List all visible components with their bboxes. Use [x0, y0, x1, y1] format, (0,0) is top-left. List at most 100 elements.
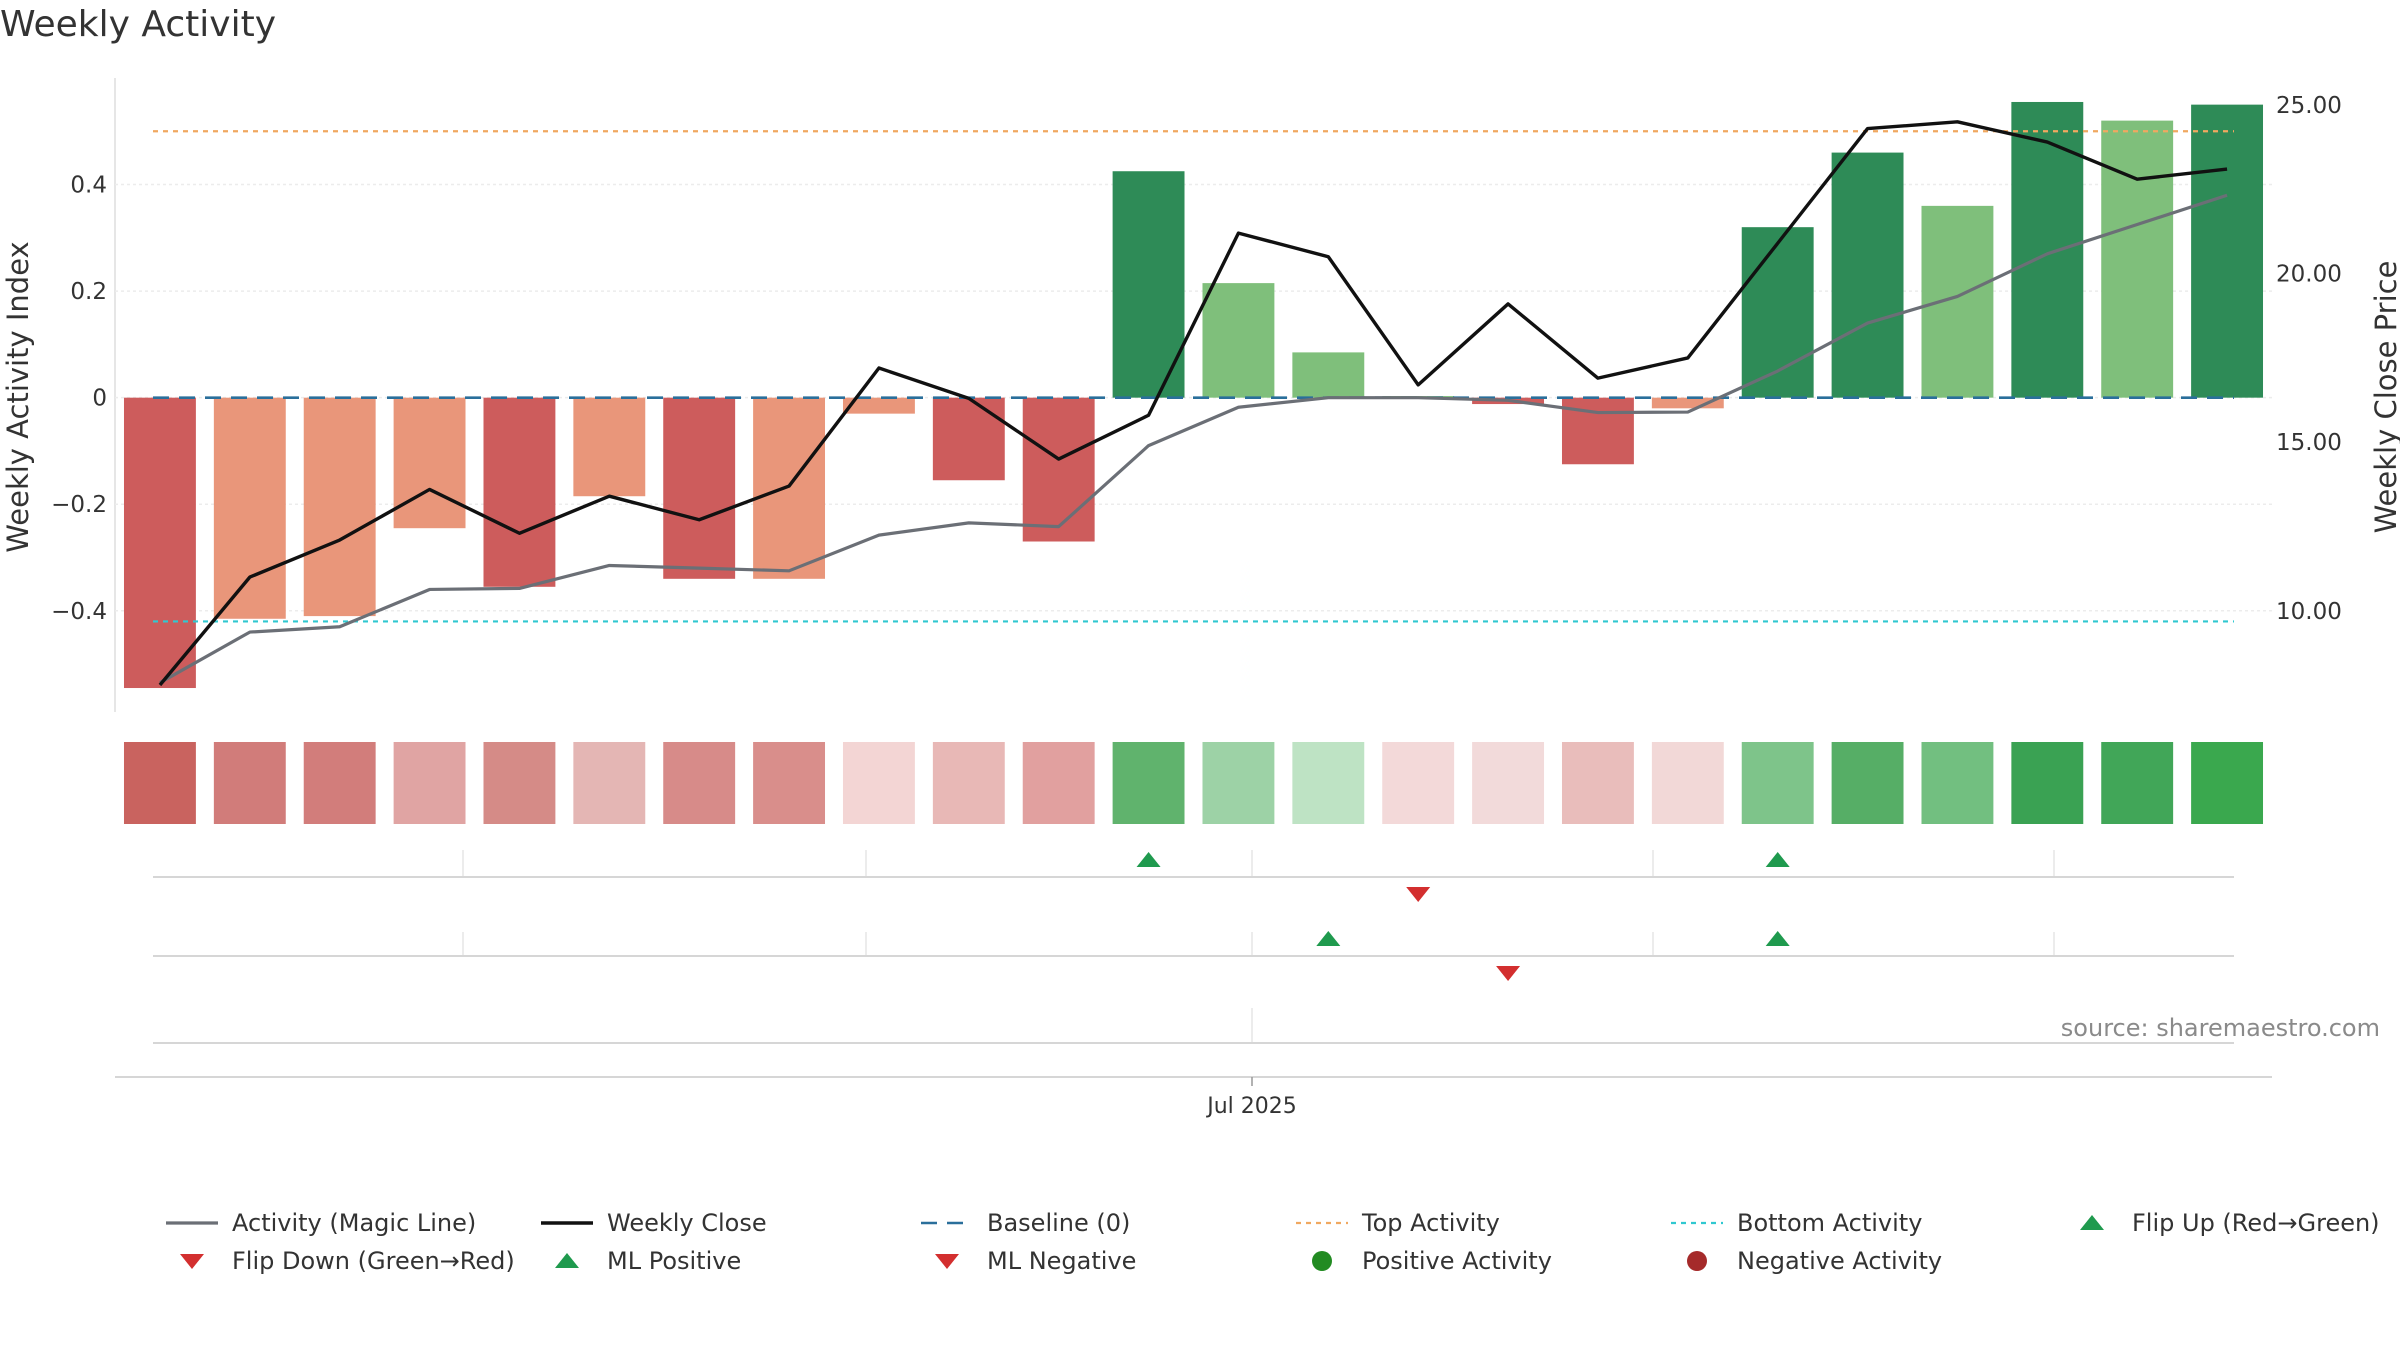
legend-line-icon — [160, 1205, 224, 1241]
legend-line-icon — [535, 1205, 599, 1241]
heat-strip-cell — [1561, 742, 1634, 824]
heat-strip-cell — [1292, 742, 1365, 824]
weekly-close-series — [158, 120, 2228, 687]
legend-item: Flip Down (Green→Red) — [160, 1243, 515, 1279]
heat-strip-cell — [1382, 742, 1455, 824]
activity-bar — [2191, 104, 2264, 398]
left-tick-label: −0.4 — [51, 599, 107, 625]
activity-bar — [303, 397, 376, 617]
heat-strip-cell — [573, 742, 646, 824]
triangle-up-icon — [535, 1243, 599, 1279]
left-tick-label: −0.2 — [51, 492, 107, 518]
right-axis-title: Weekly Close Price — [2369, 261, 2400, 534]
legend-label: ML Positive — [607, 1247, 742, 1275]
heat-strip-cell — [393, 742, 466, 824]
legend-item: Positive Activity — [1290, 1243, 1552, 1279]
flip-down-marker — [1406, 887, 1431, 902]
legend-item: Top Activity — [1290, 1205, 1500, 1241]
flip-up-marker — [1765, 852, 1790, 867]
circle-icon — [1290, 1243, 1354, 1279]
legend-label: Positive Activity — [1362, 1247, 1552, 1275]
flip-up-marker — [1765, 931, 1790, 946]
heat-strip-cell — [2191, 742, 2264, 824]
activity-bar — [393, 397, 466, 529]
legend-label: Flip Up (Red→Green) — [2132, 1209, 2380, 1237]
left-tick-label: 0.2 — [70, 279, 107, 305]
source-credit: source: sharemaestro.com — [2060, 1014, 2380, 1042]
activity-bar — [213, 397, 286, 619]
heat-strip-cell — [1472, 742, 1545, 824]
activity-bar — [1831, 152, 1904, 398]
circle-icon — [1665, 1243, 1729, 1279]
left-tick-label: 0 — [92, 386, 107, 412]
activity-bar — [663, 397, 736, 579]
legend-item: Activity (Magic Line) — [160, 1205, 476, 1241]
legend-dashed-line-icon — [915, 1205, 979, 1241]
heat-strip-cell — [1202, 742, 1275, 824]
heat-strip-cell — [1022, 742, 1095, 824]
triangle-down-icon — [160, 1243, 224, 1279]
activity-bar — [483, 397, 556, 587]
heat-strip-cell — [2011, 742, 2084, 824]
activity-bar — [1651, 397, 1724, 409]
chart-legend: Activity (Magic Line) Weekly Close Baselin… — [160, 1205, 2400, 1285]
legend-label: Flip Down (Green→Red) — [232, 1247, 515, 1275]
heat-strip-cell — [1112, 742, 1185, 824]
legend-label: Weekly Close — [607, 1209, 767, 1237]
legend-label: Negative Activity — [1737, 1247, 1943, 1275]
heat-strip-cell — [123, 742, 196, 824]
legend-label: Baseline (0) — [987, 1209, 1131, 1237]
heat-strip-cell — [1831, 742, 1904, 824]
activity-bar — [573, 397, 646, 497]
triangle-down-icon — [915, 1243, 979, 1279]
heat-strip-cell — [663, 742, 736, 824]
legend-item: Flip Up (Red→Green) — [2060, 1205, 2380, 1241]
x-tick-label: Jul 2025 — [1205, 1094, 1297, 1119]
legend-label: Bottom Activity — [1737, 1209, 1923, 1237]
legend-label: Top Activity — [1362, 1209, 1500, 1237]
chart-title: Weekly Activity — [0, 4, 277, 45]
heat-strip-cell — [932, 742, 1005, 824]
legend-item: Bottom Activity — [1665, 1205, 1922, 1241]
activity-bar — [123, 397, 196, 689]
activity-bar — [1112, 171, 1185, 398]
left-axis-title: Weekly Activity Index — [1, 241, 35, 552]
heat-strip-cell — [753, 742, 826, 824]
activity-bar — [1202, 283, 1275, 398]
activity-bar — [1921, 205, 1994, 398]
legend-item: ML Negative — [915, 1243, 1136, 1279]
right-tick-label: 20.00 — [2276, 262, 2342, 288]
legend-dotted-line-icon — [1290, 1205, 1354, 1241]
activity-bar — [1292, 352, 1365, 398]
legend-item: Baseline (0) — [915, 1205, 1130, 1241]
activity-bar — [2101, 120, 2174, 398]
heat-strip-cell — [842, 742, 915, 824]
flip-up-marker — [1136, 852, 1161, 867]
legend-label: Activity (Magic Line) — [232, 1209, 477, 1237]
legend-item: Negative Activity — [1665, 1243, 1942, 1279]
heat-strip-cell — [1921, 742, 1994, 824]
magic-line-series — [159, 193, 2228, 685]
right-tick-label: 10.00 — [2276, 599, 2342, 625]
heat-strip-cell — [2101, 742, 2174, 824]
legend-label: ML Negative — [987, 1247, 1137, 1275]
activity-bar — [753, 397, 826, 579]
legend-dotted-line-icon — [1665, 1205, 1729, 1241]
flip-up-marker — [1316, 931, 1341, 946]
heat-strip-cell — [303, 742, 376, 824]
triangle-up-icon — [2060, 1205, 2124, 1241]
right-tick-label: 15.00 — [2276, 430, 2342, 456]
heat-strip-cell — [1651, 742, 1724, 824]
activity-bar — [932, 397, 1005, 481]
heat-strip-cell — [213, 742, 286, 824]
flip-down-marker — [1496, 966, 1521, 981]
right-tick-label: 25.00 — [2276, 93, 2342, 119]
activity-bar — [2011, 101, 2084, 398]
legend-item: Weekly Close — [535, 1205, 767, 1241]
heat-strip-cell — [483, 742, 556, 824]
activity-bar — [1022, 397, 1095, 542]
left-tick-label: 0.4 — [70, 173, 107, 199]
activity-bar — [842, 397, 915, 414]
